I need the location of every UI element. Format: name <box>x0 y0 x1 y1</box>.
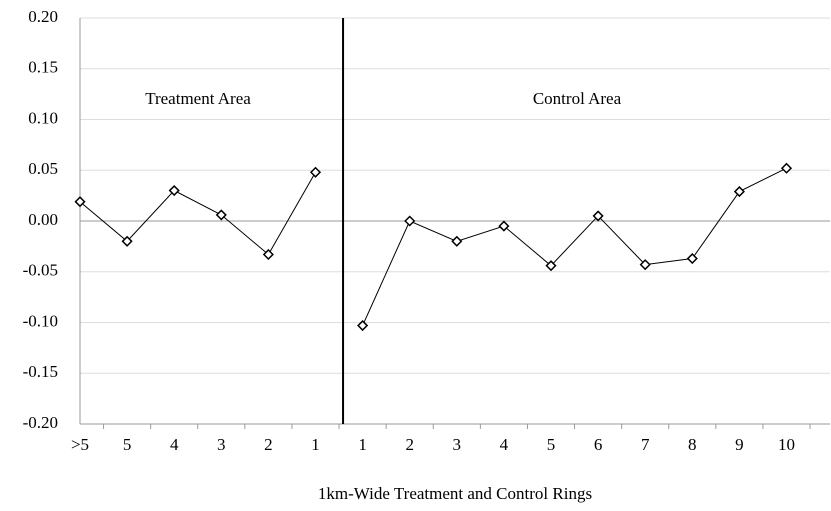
x-tick-label: 2 <box>264 435 273 454</box>
marker <box>262 248 274 261</box>
x-tick-label: 4 <box>500 435 509 454</box>
marker <box>309 166 322 178</box>
marker <box>733 186 745 198</box>
line <box>362 167 787 326</box>
marker <box>498 220 510 232</box>
x-tick-label: 9 <box>735 435 744 454</box>
x-tick-label: 5 <box>123 435 132 454</box>
x-tick-label: 3 <box>453 435 462 454</box>
y-tick-label: 0.10 <box>28 108 58 127</box>
x-tick-label: 1 <box>358 435 367 454</box>
annotation: Treatment Area <box>145 89 251 108</box>
marker <box>74 196 86 208</box>
marker <box>404 215 416 227</box>
marker <box>592 210 604 222</box>
x-tick-label: 4 <box>170 435 179 454</box>
marker <box>686 252 698 265</box>
marker <box>215 209 227 221</box>
y-tick-label: -0.15 <box>23 362 58 381</box>
marker <box>451 235 463 247</box>
x-axis-label: 1km-Wide Treatment and Control Rings <box>318 484 592 503</box>
y-tick-label: 0.00 <box>28 210 58 229</box>
line <box>79 172 316 256</box>
y-tick-label: -0.20 <box>23 413 58 432</box>
x-tick-label: 6 <box>594 435 603 454</box>
marker <box>639 259 651 271</box>
x-tick-label: 1 <box>311 435 320 454</box>
marker <box>168 184 180 197</box>
y-tick-label: 0.15 <box>28 58 58 77</box>
marker <box>545 260 557 272</box>
x-tick-label: >5 <box>71 435 89 454</box>
y-tick-label: -0.10 <box>23 311 58 330</box>
x-tick-label: 5 <box>547 435 556 454</box>
x-tick-label: 10 <box>778 435 795 454</box>
annotation: Control Area <box>533 89 622 108</box>
y-tick-label: -0.05 <box>23 261 58 280</box>
x-tick-label: 2 <box>405 435 414 454</box>
x-tick-label: 3 <box>217 435 226 454</box>
x-tick-label: 7 <box>641 435 650 454</box>
y-tick-label: 0.05 <box>28 159 58 178</box>
marker <box>121 235 133 247</box>
x-tick-label: 8 <box>688 435 697 454</box>
y-tick-label: 0.20 <box>28 7 58 26</box>
marker <box>780 162 793 174</box>
marker <box>357 319 369 332</box>
